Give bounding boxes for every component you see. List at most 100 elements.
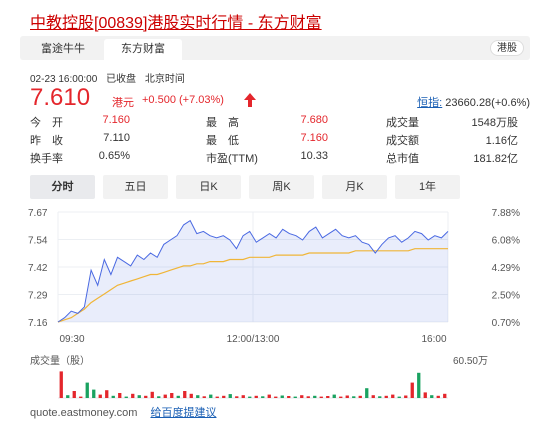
y-tick-right: 2.50% xyxy=(492,291,520,302)
volume-bar xyxy=(410,382,414,398)
stats-row: 今 开 7.160 最 高 7.680 成交量 1548万股 xyxy=(30,114,518,132)
volume-bar xyxy=(397,396,401,398)
x-axis-labels: 09:30 12:00/13:00 16:00 xyxy=(59,334,446,345)
volume-bar xyxy=(287,396,291,398)
stat-value: 7.160 xyxy=(102,114,130,126)
volume-bar xyxy=(66,395,70,398)
index-link[interactable]: 恒指: xyxy=(417,97,443,109)
volume-bar xyxy=(98,394,102,398)
y-tick-left: 7.54 xyxy=(28,236,48,247)
stat-label: 最 高 xyxy=(206,117,239,129)
intraday-chart[interactable]: 7.67 7.54 7.42 7.29 7.16 7.88% 6.08% 4.29% 2.50%… xyxy=(0,200,550,430)
volume-bar xyxy=(404,395,408,398)
volume-bar xyxy=(261,396,265,398)
x-tick: 16:00 xyxy=(421,334,446,345)
volume-bar xyxy=(339,396,343,398)
volume-bar xyxy=(202,396,206,398)
volume-bar xyxy=(378,396,382,398)
y-tick-left: 7.16 xyxy=(28,318,48,329)
volume-bar xyxy=(352,396,356,398)
y-tick-right: 7.88% xyxy=(492,208,520,219)
stat-label: 昨 收 xyxy=(30,135,63,147)
tab-monthly-k[interactable]: 月K xyxy=(322,175,387,199)
current-price: 7.610 xyxy=(30,84,91,111)
volume-bar xyxy=(443,393,447,398)
stat-value: 181.82亿 xyxy=(473,153,518,165)
source-link[interactable]: quote.eastmoney.com xyxy=(30,407,138,419)
tab-weekly-k[interactable]: 周K xyxy=(249,175,314,199)
tab-futu[interactable]: 富途牛牛 xyxy=(41,43,85,55)
volume-bar xyxy=(391,394,395,398)
volume-bar xyxy=(85,382,89,398)
market-status: 已收盘 xyxy=(106,74,137,85)
volume-bar xyxy=(111,395,115,398)
quote-dateline: 02-23 16:00:00 已收盘 北京时间 xyxy=(30,70,191,85)
x-tick: 12:00/13:00 xyxy=(227,334,280,345)
volume-bar xyxy=(326,396,330,398)
volume-bar xyxy=(215,396,219,398)
stat-label: 今 开 xyxy=(30,117,63,129)
volume-bar xyxy=(384,395,388,398)
volume-bar xyxy=(436,395,440,398)
volume-bar xyxy=(209,394,213,398)
volume-bar xyxy=(105,390,109,398)
volume-bar xyxy=(267,394,271,398)
tab-intraday[interactable]: 分时 xyxy=(30,175,95,199)
volume-bar xyxy=(274,396,278,398)
price-line xyxy=(57,219,449,323)
period-tabs: 分时 五日 日K 周K 月K 1年 xyxy=(30,175,520,199)
stat-value: 0.65% xyxy=(98,150,130,162)
stat-value: 7.160 xyxy=(300,132,328,144)
market-badge[interactable]: 港股 xyxy=(490,40,524,56)
volume-bar xyxy=(248,396,252,398)
volume-max-label: 60.50万 xyxy=(453,356,488,367)
volume-bar xyxy=(358,395,362,398)
volume-bar xyxy=(79,396,83,398)
stat-label: 最 低 xyxy=(206,135,239,147)
stat-open: 今 开 7.160 xyxy=(30,114,130,130)
volume-bar xyxy=(332,394,336,398)
volume-bar xyxy=(118,393,122,398)
price-change: +0.500 (+7.03%) xyxy=(142,94,224,106)
tab-eastmoney[interactable]: 东方财富 xyxy=(104,39,182,60)
stat-prev-close: 昨 收 7.110 xyxy=(30,132,130,148)
footer: quote.eastmoney.com 给百度提建议 xyxy=(30,404,216,420)
feedback-link[interactable]: 给百度提建议 xyxy=(150,407,217,419)
volume-bar xyxy=(72,391,76,398)
stats-grid: 今 开 7.160 最 高 7.680 成交量 1548万股 昨 收 7.110 最 低… xyxy=(30,114,518,168)
stat-value: 1548万股 xyxy=(471,117,518,129)
tab-daily-k[interactable]: 日K xyxy=(176,175,241,199)
volume-bar xyxy=(300,395,304,398)
stats-row: 昨 收 7.110 最 低 7.160 成交额 1.16亿 xyxy=(30,132,518,150)
volume-bar xyxy=(306,396,310,398)
volume-bar xyxy=(189,393,193,398)
index-quote: 恒指: 23660.28(+0.6%) xyxy=(417,94,530,110)
volume-bar xyxy=(124,396,128,398)
stat-label: 成交额 xyxy=(386,135,419,147)
page-title[interactable]: 中教控股[00839]港股实时行情 - 东方财富 xyxy=(30,15,322,32)
currency-label: 港元 xyxy=(112,97,134,109)
stat-market-cap: 总市值 181.82亿 xyxy=(386,150,518,166)
volume-bar xyxy=(196,395,200,398)
y-tick-right: 4.29% xyxy=(492,263,520,274)
timezone-label: 北京时间 xyxy=(144,74,185,85)
stat-volume: 成交量 1548万股 xyxy=(386,114,518,130)
tab-5day[interactable]: 五日 xyxy=(103,175,168,199)
volume-bar xyxy=(313,395,317,398)
volume-bar xyxy=(345,395,349,398)
stat-value: 10.33 xyxy=(300,150,328,162)
tab-1year[interactable]: 1年 xyxy=(395,175,460,199)
volume-bar xyxy=(280,395,284,398)
volume-bar xyxy=(176,395,180,398)
volume-bar xyxy=(319,396,323,398)
volume-bar xyxy=(144,395,148,398)
y-axis-labels: 7.67 7.54 7.42 7.29 7.16 7.88% 6.08% 4.29% 2.50%… xyxy=(28,208,520,329)
stat-value: 7.110 xyxy=(103,132,130,144)
volume-bar xyxy=(170,393,174,398)
volume-bar xyxy=(365,388,369,398)
volume-bar xyxy=(371,395,375,398)
stat-value: 1.16亿 xyxy=(485,135,518,147)
volume-bar xyxy=(92,389,96,398)
y-tick-left: 7.67 xyxy=(28,208,48,219)
stat-low: 最 低 7.160 xyxy=(206,132,328,148)
